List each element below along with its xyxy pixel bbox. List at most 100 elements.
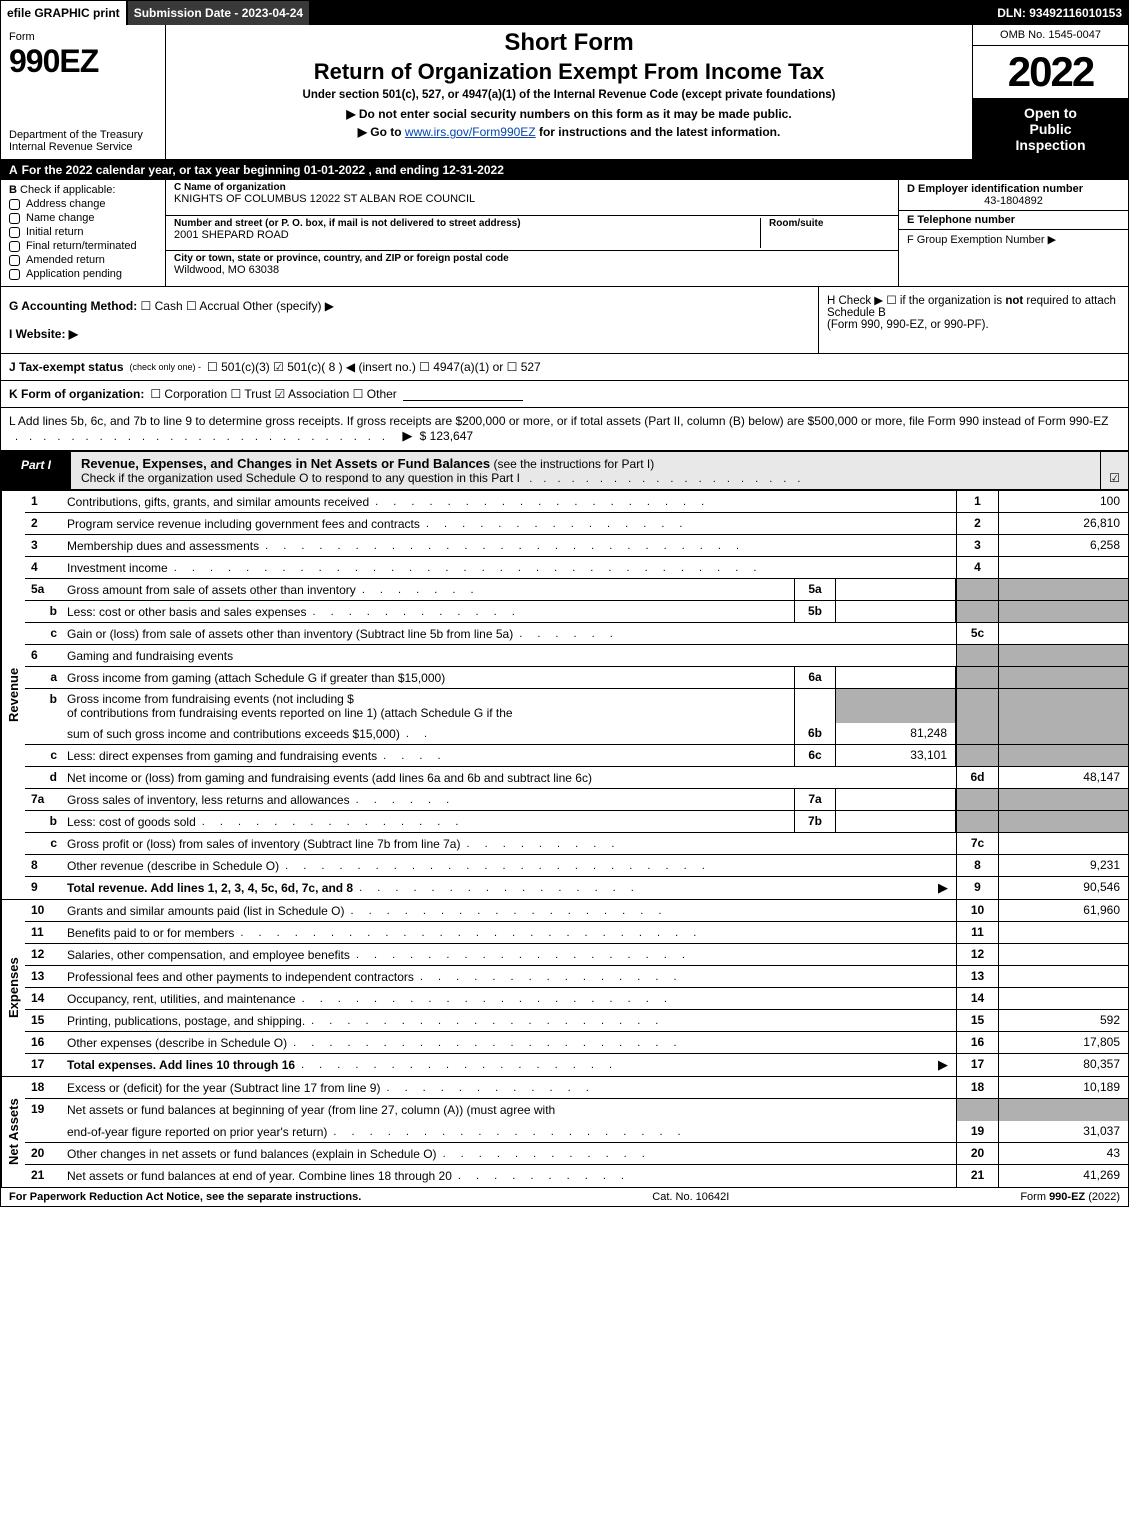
part-i-sub: (see the instructions for Part I) <box>490 457 654 471</box>
cb-amended-return[interactable]: Amended return <box>9 254 157 266</box>
tax-exempt-small: (check only one) - <box>130 362 202 372</box>
line-6-val <box>998 645 1128 666</box>
line-19-desc2: end-of-year figure reported on prior yea… <box>67 1125 327 1139</box>
website-label: I Website: ▶ <box>9 327 78 341</box>
line-15-val: 592 <box>998 1010 1128 1031</box>
line-21: 21 Net assets or fund balances at end of… <box>25 1165 1128 1187</box>
line-6d-box: 6d <box>956 767 998 788</box>
part-i-label: Part I <box>1 452 71 489</box>
line-7c-box: 7c <box>956 833 998 854</box>
ein-value: 43-1804892 <box>907 195 1120 207</box>
cb-name-change[interactable]: Name change <box>9 212 157 224</box>
line-6d: d Net income or (loss) from gaming and f… <box>25 767 1128 789</box>
line-19-1: 19 Net assets or fund balances at beginn… <box>25 1099 1128 1121</box>
line-6c-subval: 33,101 <box>836 745 956 766</box>
line-17-desc: Total expenses. Add lines 10 through 16 <box>67 1058 295 1072</box>
inspect-line2: Public <box>977 121 1124 137</box>
line-15: 15 Printing, publications, postage, and … <box>25 1010 1128 1032</box>
top-bar: efile GRAPHIC print Submission Date - 20… <box>1 1 1128 25</box>
line-10-num: 10 <box>25 900 63 921</box>
line-6b-shade1 <box>794 689 836 723</box>
line-19-val: 31,037 <box>998 1121 1128 1142</box>
line-7a-val <box>998 789 1128 810</box>
revenue-section: Revenue 1 Contributions, gifts, grants, … <box>1 490 1128 899</box>
line-9-num: 9 <box>25 877 63 899</box>
line-18: 18 Excess or (deficit) for the year (Sub… <box>25 1077 1128 1099</box>
row-l-text: L Add lines 5b, 6c, and 7b to line 9 to … <box>9 414 1108 428</box>
line-19-val-s <box>998 1099 1128 1121</box>
under-section-text: Under section 501(c), 527, or 4947(a)(1)… <box>176 89 962 101</box>
cb-final-return[interactable]: Final return/terminated <box>9 240 157 252</box>
line-18-num: 18 <box>25 1077 63 1098</box>
line-2-num: 2 <box>25 513 63 534</box>
section-d-e-f: D Employer identification number 43-1804… <box>898 180 1128 286</box>
dln-number: DLN: 93492116010153 <box>991 1 1128 25</box>
line-7c-desc: Gross profit or (loss) from sales of inv… <box>67 837 460 851</box>
netassets-side-label: Net Assets <box>1 1077 25 1187</box>
line-11-num: 11 <box>25 922 63 943</box>
form-ref-prefix: Form <box>1020 1191 1049 1203</box>
form-ref-form: 990-EZ <box>1049 1191 1085 1203</box>
part-i-checkbox[interactable]: ☑ <box>1100 452 1128 489</box>
line-7b-num: b <box>25 811 63 832</box>
line-6b-2: sum of such gross income and contributio… <box>25 723 1128 745</box>
street-label: Number and street (or P. O. box, if mail… <box>174 218 760 229</box>
main-title: Return of Organization Exempt From Incom… <box>176 59 962 85</box>
form-of-org-opts: ☐ Corporation ☐ Trust ☑ Association ☐ Ot… <box>150 387 396 401</box>
group-exemption-label: F Group Exemption Number ▶ <box>907 233 1120 246</box>
expenses-side-label: Expenses <box>1 900 25 1076</box>
line-5c-desc: Gain or (loss) from sale of assets other… <box>67 627 513 641</box>
line-5a-num: 5a <box>25 579 63 600</box>
line-7c-num: c <box>25 833 63 854</box>
line-5a: 5a Gross amount from sale of assets othe… <box>25 579 1128 601</box>
cb-initial-return[interactable]: Initial return <box>9 226 157 238</box>
cb-label-1: Name change <box>26 212 95 224</box>
form-990ez-page: efile GRAPHIC print Submission Date - 20… <box>0 0 1129 1207</box>
paperwork-notice: For Paperwork Reduction Act Notice, see … <box>9 1191 361 1203</box>
line-18-desc: Excess or (deficit) for the year (Subtra… <box>67 1081 380 1095</box>
h-not: not <box>1005 295 1023 307</box>
form-of-org-other-line[interactable] <box>403 387 523 401</box>
cat-no: Cat. No. 10642I <box>652 1191 729 1203</box>
cb-application-pending[interactable]: Application pending <box>9 268 157 280</box>
line-4-num: 4 <box>25 557 63 578</box>
row-l-arrow: ▶ <box>402 428 412 443</box>
line-6b-val-s <box>998 689 1128 723</box>
line-8-num: 8 <box>25 855 63 876</box>
section-c: C Name of organization KNIGHTS OF COLUMB… <box>166 180 898 286</box>
topbar-spacer <box>309 1 991 25</box>
ein-label: D Employer identification number <box>907 183 1120 195</box>
line-5b-desc: Less: cost or other basis and sales expe… <box>67 605 306 619</box>
line-6b-num2 <box>25 723 63 744</box>
line-2: 2 Program service revenue including gove… <box>25 513 1128 535</box>
line-12: 12 Salaries, other compensation, and emp… <box>25 944 1128 966</box>
line-6a-box <box>956 667 998 688</box>
line-17-val: 80,357 <box>998 1054 1128 1076</box>
line-6b-box <box>956 723 998 744</box>
line-14: 14 Occupancy, rent, utilities, and maint… <box>25 988 1128 1010</box>
line-1: 1 Contributions, gifts, grants, and simi… <box>25 491 1128 513</box>
cb-address-change[interactable]: Address change <box>9 198 157 210</box>
line-5b: b Less: cost or other basis and sales ex… <box>25 601 1128 623</box>
line-7c-val <box>998 833 1128 854</box>
form-label: Form <box>9 31 157 43</box>
line-21-val: 41,269 <box>998 1165 1128 1187</box>
row-l: L Add lines 5b, 6c, and 7b to line 9 to … <box>1 408 1128 451</box>
irs-link[interactable]: www.irs.gov/Form990EZ <box>405 125 536 139</box>
note-ssn: ▶ Do not enter social security numbers o… <box>346 107 791 121</box>
line-10-box: 10 <box>956 900 998 921</box>
omb-number: OMB No. 1545-0047 <box>973 25 1128 46</box>
line-11-val <box>998 922 1128 943</box>
efile-print-label[interactable]: efile GRAPHIC print <box>1 1 128 25</box>
line-19-num2 <box>25 1121 63 1142</box>
line-6-box <box>956 645 998 666</box>
line-6c-val <box>998 745 1128 766</box>
cb-label-5: Application pending <box>26 268 122 280</box>
line-5b-subval <box>836 601 956 622</box>
line-15-desc: Printing, publications, postage, and shi… <box>67 1014 305 1028</box>
line-7a: 7a Gross sales of inventory, less return… <box>25 789 1128 811</box>
line-6c-box <box>956 745 998 766</box>
line-7a-desc: Gross sales of inventory, less returns a… <box>67 793 350 807</box>
line-20: 20 Other changes in net assets or fund b… <box>25 1143 1128 1165</box>
form-header: Form 990EZ Department of the Treasury In… <box>1 25 1128 160</box>
